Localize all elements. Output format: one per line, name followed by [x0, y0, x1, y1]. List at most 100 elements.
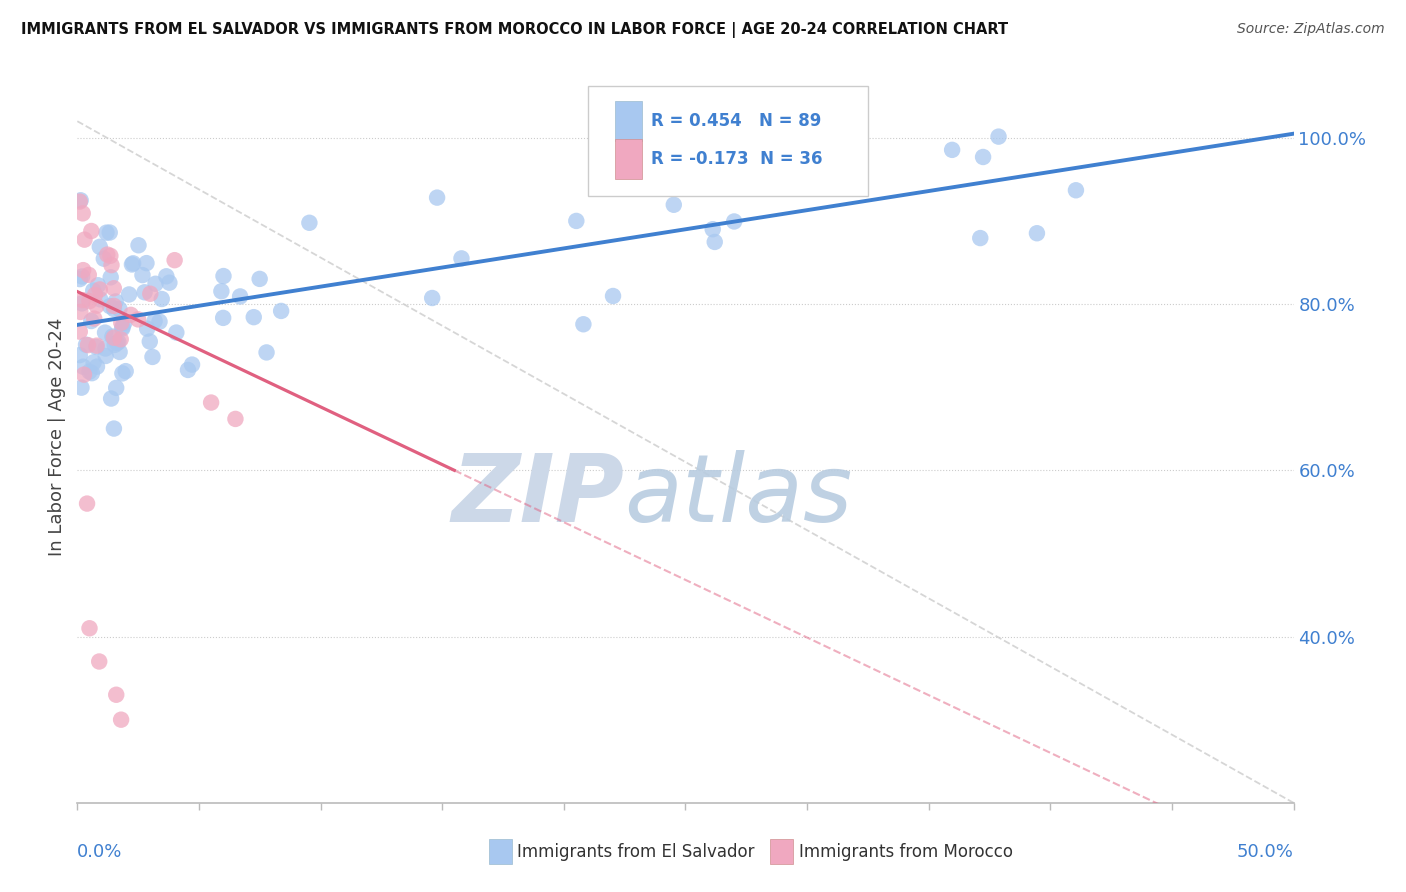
Point	[70, 381, 93, 395]
Point	[111, 319, 134, 334]
Point	[420, 291, 443, 305]
Point	[972, 150, 994, 164]
Point	[121, 257, 143, 271]
Point	[86, 340, 108, 354]
Point	[118, 287, 141, 301]
Point	[104, 294, 127, 309]
Point	[690, 175, 713, 189]
Text: Immigrants from El Salvador: Immigrants from El Salvador	[517, 843, 755, 861]
Point	[754, 151, 776, 165]
Point	[662, 198, 685, 212]
Point	[145, 277, 167, 291]
Point	[256, 345, 278, 359]
Point	[128, 238, 150, 252]
FancyBboxPatch shape	[614, 139, 641, 179]
Point	[181, 358, 204, 372]
FancyBboxPatch shape	[588, 86, 868, 195]
Point	[103, 331, 125, 345]
Point	[702, 222, 724, 236]
Point	[94, 342, 117, 356]
Point	[165, 326, 187, 340]
Point	[87, 278, 110, 293]
Point	[96, 226, 118, 240]
Point	[89, 240, 111, 254]
Point	[69, 272, 91, 286]
Point	[86, 299, 108, 313]
Point	[1026, 226, 1049, 240]
Text: Immigrants from Morocco: Immigrants from Morocco	[799, 843, 1012, 861]
Point	[79, 294, 101, 309]
Point	[105, 335, 128, 350]
Point	[73, 233, 96, 247]
Point	[112, 316, 135, 330]
Point	[69, 325, 91, 339]
Point	[229, 289, 252, 303]
Point	[249, 272, 271, 286]
Text: R = 0.454   N = 89: R = 0.454 N = 89	[651, 112, 821, 130]
Point	[111, 367, 134, 381]
Point	[141, 350, 163, 364]
Point	[72, 293, 94, 308]
Point	[426, 191, 449, 205]
Point	[72, 206, 94, 220]
Point	[703, 235, 725, 249]
Point	[93, 252, 115, 266]
Point	[107, 334, 129, 349]
Point	[122, 256, 145, 270]
Point	[139, 286, 162, 301]
Point	[723, 214, 745, 228]
Point	[98, 299, 121, 313]
Point	[143, 314, 166, 328]
Point	[94, 349, 117, 363]
Point	[72, 263, 94, 277]
Point	[79, 365, 101, 379]
Point	[77, 338, 100, 352]
Point	[100, 392, 122, 406]
Point	[134, 285, 156, 300]
Point	[70, 269, 93, 284]
Point	[114, 364, 136, 378]
Point	[969, 231, 991, 245]
Point	[103, 299, 125, 313]
Point	[80, 224, 103, 238]
Point	[80, 314, 103, 328]
Point	[105, 688, 128, 702]
Point	[108, 345, 131, 359]
Point	[69, 194, 91, 209]
Point	[120, 308, 142, 322]
Point	[103, 281, 125, 295]
Point	[212, 268, 235, 283]
Text: R = -0.173  N = 36: R = -0.173 N = 36	[651, 150, 823, 168]
Point	[572, 318, 595, 332]
Point	[200, 395, 222, 409]
Point	[69, 348, 91, 362]
Point	[163, 253, 186, 268]
Point	[73, 368, 96, 382]
Text: ZIP: ZIP	[451, 450, 624, 541]
Point	[89, 293, 111, 307]
Point	[82, 284, 104, 298]
Text: IMMIGRANTS FROM EL SALVADOR VS IMMIGRANTS FROM MOROCCO IN LABOR FORCE | AGE 20-2: IMMIGRANTS FROM EL SALVADOR VS IMMIGRANT…	[21, 22, 1008, 38]
Point	[94, 326, 117, 340]
Point	[103, 421, 125, 435]
Point	[84, 288, 107, 302]
Point	[110, 332, 132, 346]
Point	[224, 412, 246, 426]
Point	[565, 214, 588, 228]
Text: 0.0%: 0.0%	[77, 843, 122, 861]
Point	[139, 334, 162, 349]
Text: atlas: atlas	[624, 450, 853, 541]
Point	[212, 310, 235, 325]
Point	[108, 301, 131, 316]
Text: 50.0%: 50.0%	[1237, 843, 1294, 861]
Point	[89, 655, 111, 669]
Point	[98, 249, 121, 263]
Point	[602, 289, 624, 303]
Point	[136, 321, 159, 335]
Point	[127, 312, 149, 326]
Point	[110, 713, 132, 727]
Point	[135, 256, 157, 270]
Point	[86, 359, 108, 374]
Point	[111, 321, 134, 335]
Point	[101, 329, 124, 343]
